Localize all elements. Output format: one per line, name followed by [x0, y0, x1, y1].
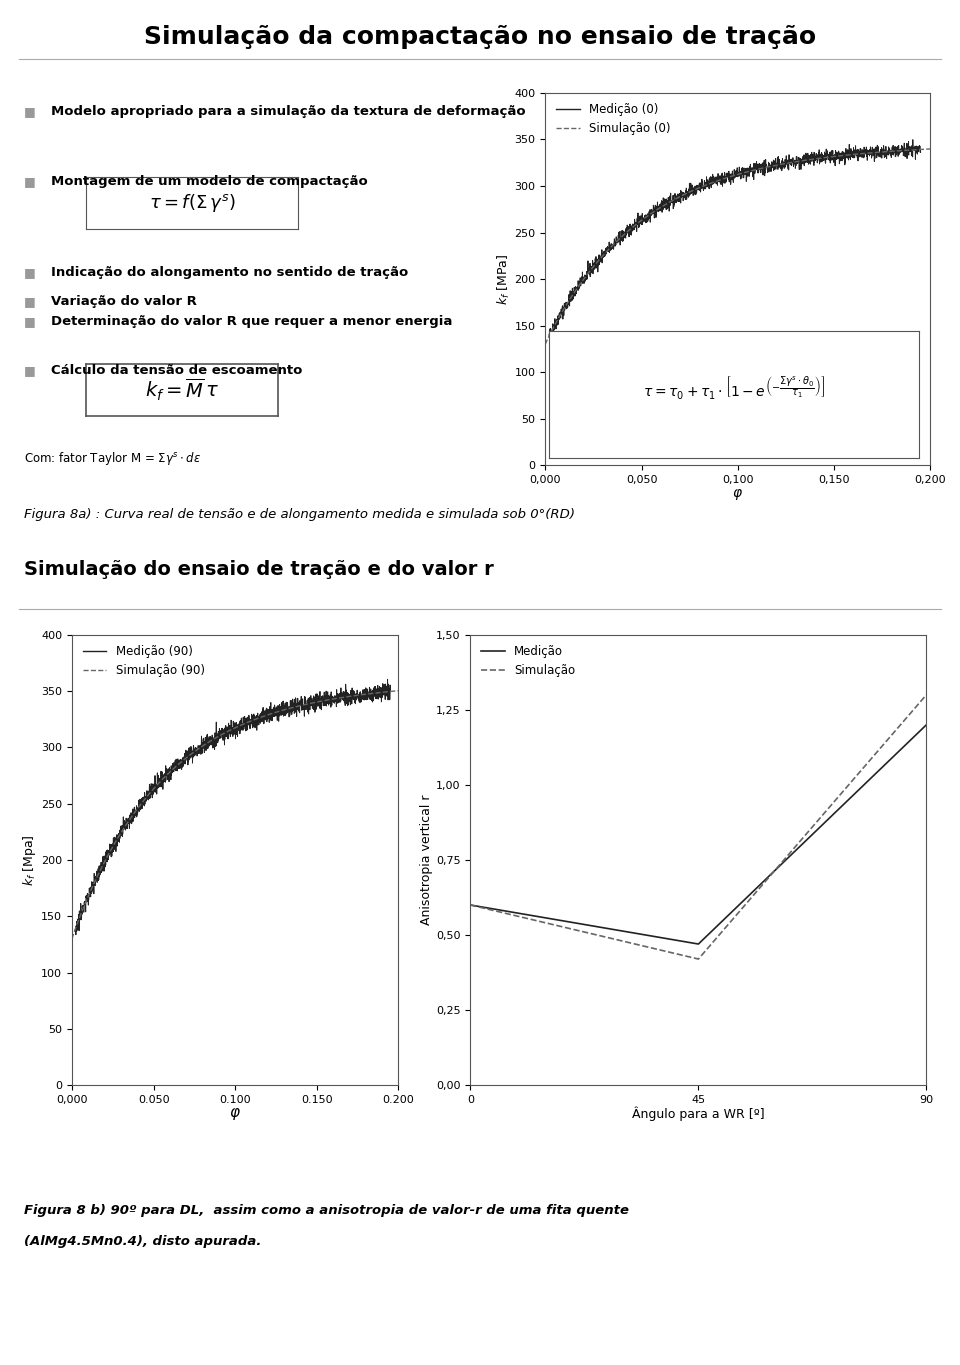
Medição (90)	[382, 672, 394, 688]
Text: Figura 8a) : Curva real de tensão e de alongamento medida e simulada sob 0°(RD): Figura 8a) : Curva real de tensão e de a…	[24, 508, 575, 521]
Simulação (90)	[393, 682, 404, 699]
Y-axis label: $k_f$ [MPa]: $k_f$ [MPa]	[495, 254, 512, 304]
Simulação (90)	[272, 703, 283, 719]
Medição (0)	[546, 329, 558, 345]
Simulação	[692, 951, 704, 968]
Text: Montagem de um modelo de compactação: Montagem de um modelo de compactação	[51, 175, 368, 188]
Medição	[921, 717, 932, 733]
Legend: Medição, Simulação: Medição, Simulação	[476, 640, 580, 682]
Medição (90)	[69, 924, 81, 940]
Line: Simulação: Simulação	[470, 695, 926, 960]
Text: Modelo apropriado para a simulação da textura de deformação: Modelo apropriado para a simulação da te…	[51, 105, 525, 119]
Line: Simulação (90): Simulação (90)	[72, 691, 398, 939]
Text: Simulação da compactação no ensaio de tração: Simulação da compactação no ensaio de tr…	[144, 25, 816, 49]
Text: ■: ■	[24, 175, 36, 188]
Text: $k_f = \overline{M}\,\tau$: $k_f = \overline{M}\,\tau$	[145, 377, 220, 404]
Simulação (90)	[173, 756, 184, 773]
Text: Cálculo da tensão de escoamento: Cálculo da tensão de escoamento	[51, 364, 302, 378]
Text: Indicação do alongamento no sentido de tração: Indicação do alongamento no sentido de t…	[51, 266, 408, 280]
Simulação (90)	[303, 695, 315, 711]
Legend: Medição (90), Simulação (90): Medição (90), Simulação (90)	[78, 640, 209, 682]
Medição (90)	[70, 927, 82, 943]
Text: ■: ■	[24, 315, 36, 329]
Medição	[465, 897, 476, 913]
Text: Variação do valor R: Variação do valor R	[51, 295, 197, 308]
Legend: Medição (0), Simulação (0): Medição (0), Simulação (0)	[551, 98, 675, 141]
Text: Com: fator Taylor M = $\Sigma\gamma^s\cdot d\varepsilon$: Com: fator Taylor M = $\Sigma\gamma^s\cd…	[24, 450, 201, 467]
Medição (0)	[915, 143, 926, 160]
X-axis label: $\varphi$: $\varphi$	[229, 1106, 241, 1122]
Text: ■: ■	[24, 266, 36, 280]
Simulação (0)	[817, 150, 828, 167]
Medição (90)	[318, 692, 329, 708]
Simulação (0)	[692, 180, 704, 197]
Medição (0)	[904, 141, 916, 157]
Text: ■: ■	[24, 105, 36, 119]
Medição (0)	[543, 326, 555, 343]
Simulação (0)	[586, 261, 597, 277]
Medição (0)	[724, 171, 735, 187]
Medição	[692, 936, 704, 953]
Medição (0)	[904, 143, 916, 160]
Simulação	[465, 897, 476, 913]
Line: Medição: Medição	[470, 725, 926, 945]
Text: ■: ■	[24, 364, 36, 378]
Medição (90)	[223, 715, 234, 732]
Y-axis label: Anisotropia vertical r: Anisotropia vertical r	[420, 794, 433, 925]
Simulação (0)	[781, 156, 793, 172]
Medição (90)	[214, 730, 226, 747]
Medição (90)	[385, 682, 396, 699]
Simulação (90)	[196, 738, 207, 755]
Text: $\tau = f(\Sigma\,\gamma^s)$: $\tau = f(\Sigma\,\gamma^s)$	[149, 192, 235, 214]
Line: Simulação (0): Simulação (0)	[545, 149, 930, 344]
Simulação (90)	[301, 696, 313, 713]
Simulação (0)	[819, 149, 830, 165]
Medição (90)	[375, 680, 387, 696]
X-axis label: $\varphi$: $\varphi$	[732, 486, 743, 501]
X-axis label: Ângulo para a WR [º]: Ângulo para a WR [º]	[632, 1106, 765, 1121]
Text: Simulação do ensaio de tração e do valor r: Simulação do ensaio de tração e do valor…	[24, 560, 493, 579]
Medição (90)	[85, 876, 97, 893]
Medição (0)	[714, 168, 726, 184]
Medição (0)	[836, 147, 848, 164]
Simulação (90)	[106, 841, 117, 857]
Medição (90)	[375, 687, 387, 703]
Text: Determinação do valor R que requer a menor energia: Determinação do valor R que requer a men…	[51, 315, 452, 329]
Text: ■: ■	[24, 295, 36, 308]
Line: Medição (0): Medição (0)	[549, 139, 921, 337]
Text: Figura 8 b) 90º para DL,  assim como a anisotropia de valor-r de uma fita quente: Figura 8 b) 90º para DL, assim como a an…	[24, 1204, 629, 1218]
Medição (0)	[907, 131, 919, 147]
Simulação	[921, 687, 932, 703]
Simulação (0)	[540, 336, 551, 352]
Simulação (0)	[665, 194, 677, 210]
Medição (0)	[563, 296, 574, 313]
Text: (AlMg4.5Mn0.4), disto apurada.: (AlMg4.5Mn0.4), disto apurada.	[24, 1235, 261, 1249]
Simulação (0)	[924, 141, 936, 157]
Line: Medição (90): Medição (90)	[75, 680, 391, 935]
Simulação (90)	[66, 931, 78, 947]
Y-axis label: $k_f$ [Mpa]: $k_f$ [Mpa]	[21, 834, 38, 886]
